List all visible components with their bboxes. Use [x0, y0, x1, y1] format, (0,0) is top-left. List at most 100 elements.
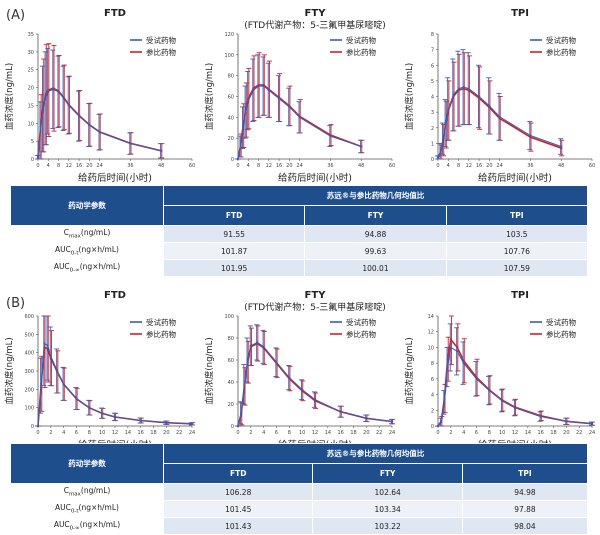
data-point	[40, 384, 43, 387]
data-point	[256, 341, 259, 344]
x-tick-label: 8	[457, 163, 460, 169]
panel-subtitle: (FTD代谢产物：5-三氟甲基尿嘧啶)	[244, 303, 386, 313]
legend-label: 参比药物	[346, 47, 376, 57]
table-cell: 101.43	[162, 517, 314, 535]
y-tick-label: 8	[431, 361, 434, 367]
data-point	[67, 104, 70, 107]
table-cell: 107.59	[445, 259, 589, 277]
panel-title-text: FTD	[104, 290, 126, 301]
legend-label: 参比药物	[546, 47, 576, 57]
data-point	[444, 121, 447, 125]
x-tick-label: 6	[75, 430, 78, 436]
data-point	[47, 90, 50, 93]
data-point	[488, 104, 491, 107]
panel-title: TPI	[465, 8, 575, 20]
col-header: FTY	[312, 463, 463, 484]
legend-label: 受试药物	[546, 317, 576, 327]
data-point	[539, 415, 542, 418]
x-tick-label: 60	[389, 163, 395, 169]
data-point	[267, 89, 270, 92]
data-point	[475, 377, 478, 380]
data-point	[246, 358, 249, 362]
data-point	[360, 145, 363, 148]
y-tick-label: 400	[24, 351, 34, 357]
table-row: Cmax(ng/mL) 91.55 94.88 103.5	[10, 225, 589, 243]
x-tick-label: 12	[512, 430, 518, 436]
x-tick-label: 16	[537, 430, 543, 436]
data-point	[52, 88, 55, 91]
data-point	[329, 134, 332, 138]
data-point	[242, 126, 245, 129]
x-tick-label: 4	[62, 430, 65, 436]
legend-label: 参比药物	[146, 47, 176, 57]
x-tick-label: 12	[112, 430, 118, 436]
legend-label: 参比药物	[546, 329, 576, 339]
x-tick-label: 16	[337, 430, 343, 436]
x-tick-label: 10	[499, 430, 505, 436]
x-tick-label: 22	[576, 430, 582, 436]
table-cell: 102.64	[312, 483, 463, 501]
legend-label: 参比药物	[346, 329, 376, 339]
data-point	[456, 350, 459, 353]
y-tick-label: 3	[431, 110, 434, 116]
data-point	[247, 99, 250, 102]
x-axis-title: 给药后时间(小时)	[278, 172, 352, 184]
data-point	[77, 115, 81, 118]
data-point	[443, 401, 446, 404]
y-tick-label: 60	[228, 358, 234, 364]
table-cell: 103.22	[312, 517, 463, 535]
table-cell: 99.63	[304, 242, 447, 260]
data-point	[529, 134, 532, 137]
x-tick-label: 10	[299, 430, 305, 436]
data-point	[462, 86, 465, 89]
param-label: AUC0-∞(ng×h/mL)	[10, 517, 164, 535]
data-point	[288, 376, 291, 379]
x-tick-label: 4	[462, 430, 465, 436]
data-point	[243, 383, 246, 386]
table-cell: 103.34	[312, 500, 463, 518]
table-cell: 103.5	[445, 225, 589, 243]
x-tick-label: 18	[150, 430, 156, 436]
col-header: FTD	[162, 463, 314, 484]
panel-title: FTD	[60, 8, 170, 20]
y-tick-label: 4	[431, 95, 434, 101]
y-tick-label: 20	[228, 136, 234, 142]
table-row: Cmax(ng/mL) 106.28 102.64 94.98	[10, 483, 589, 501]
y-tick-label: 6	[431, 63, 434, 69]
data-point	[57, 90, 60, 93]
x-tick-label: 10	[99, 430, 105, 436]
data-point	[442, 137, 445, 140]
x-tick-label: 8	[88, 430, 91, 436]
data-point	[88, 123, 91, 127]
x-tick-label: 8	[57, 163, 60, 169]
data-point	[452, 93, 455, 97]
data-point	[49, 355, 52, 358]
x-tick-label: 8	[288, 430, 291, 436]
param-header: 药动学参数	[10, 185, 164, 226]
legend-label: 受试药物	[146, 317, 176, 327]
legend-label: 受试药物	[146, 35, 176, 45]
series-line	[237, 85, 362, 160]
data-point	[129, 142, 132, 145]
legend-label: 参比药物	[146, 329, 176, 339]
x-tick-label: 8	[488, 430, 491, 436]
table-cell: 101.87	[162, 242, 306, 260]
data-point	[240, 411, 243, 414]
y-tick-label: 4	[431, 393, 434, 399]
x-tick-label: 0	[236, 163, 239, 169]
series-line	[437, 87, 562, 158]
data-point	[447, 107, 450, 111]
x-tick-label: 4	[47, 163, 50, 169]
data-point	[277, 97, 281, 100]
y-tick-label: 12	[428, 330, 434, 336]
x-tick-label: 8	[257, 163, 260, 169]
x-tick-label: 6	[475, 430, 478, 436]
section-a: (A) FTD FTY (FTD代谢产物：5-三氟甲基尿嘧啶) TPI 0 5 10…	[4, 8, 595, 277]
data-point	[239, 145, 242, 148]
data-point	[498, 115, 501, 118]
y-tick-label: 500	[24, 332, 34, 338]
section-label: (B)	[6, 296, 26, 311]
x-tick-label: 18	[350, 430, 356, 436]
